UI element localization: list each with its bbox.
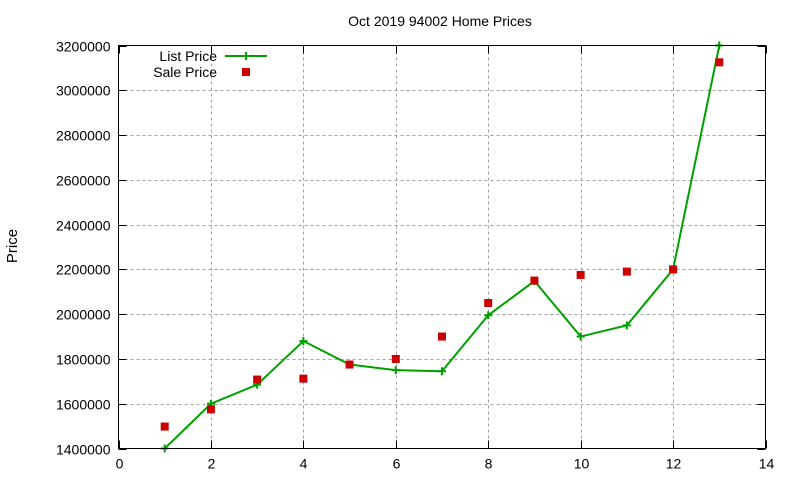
x-tick-label: 2 [208,456,216,472]
y-tick-label: 2200000 [56,262,111,278]
y-tick-label: 2800000 [56,128,111,144]
x-tick-label: 12 [666,456,682,472]
legend-entry: Sale Price [153,64,250,80]
y-tick-label: 1600000 [56,397,111,413]
axis-ticks: 1400000 1600000 1800000 2000000 2200000 24000… [56,39,775,472]
y-tick-label: 2600000 [56,173,111,189]
chart-title: Oct 2019 94002 Home Prices [348,13,532,29]
y-tick-label: 3200000 [56,39,111,55]
y-tick-label: 1800000 [56,352,111,368]
x-tick-label: 6 [393,456,401,472]
x-tick-label: 10 [574,456,590,472]
x-tick-label: 14 [759,456,775,472]
y-tick-label: 3000000 [56,83,111,99]
legend-label: List Price [159,48,217,64]
data-series [160,41,724,453]
y-tick-label: 2400000 [56,218,111,234]
legend-label: Sale Price [153,64,217,80]
series-list-price [160,41,724,453]
y-axis-label: Price [4,229,21,263]
grid-lines [118,45,766,449]
x-tick-label: 4 [300,456,308,472]
y-tick-label: 2000000 [56,307,111,323]
series-sale-price [160,58,724,431]
y-tick-label: 1400000 [56,442,111,458]
legend-entry: List Price [159,48,267,64]
plot-border [118,45,766,449]
x-tick-label: 8 [485,456,493,472]
x-tick-label: 0 [116,456,124,472]
